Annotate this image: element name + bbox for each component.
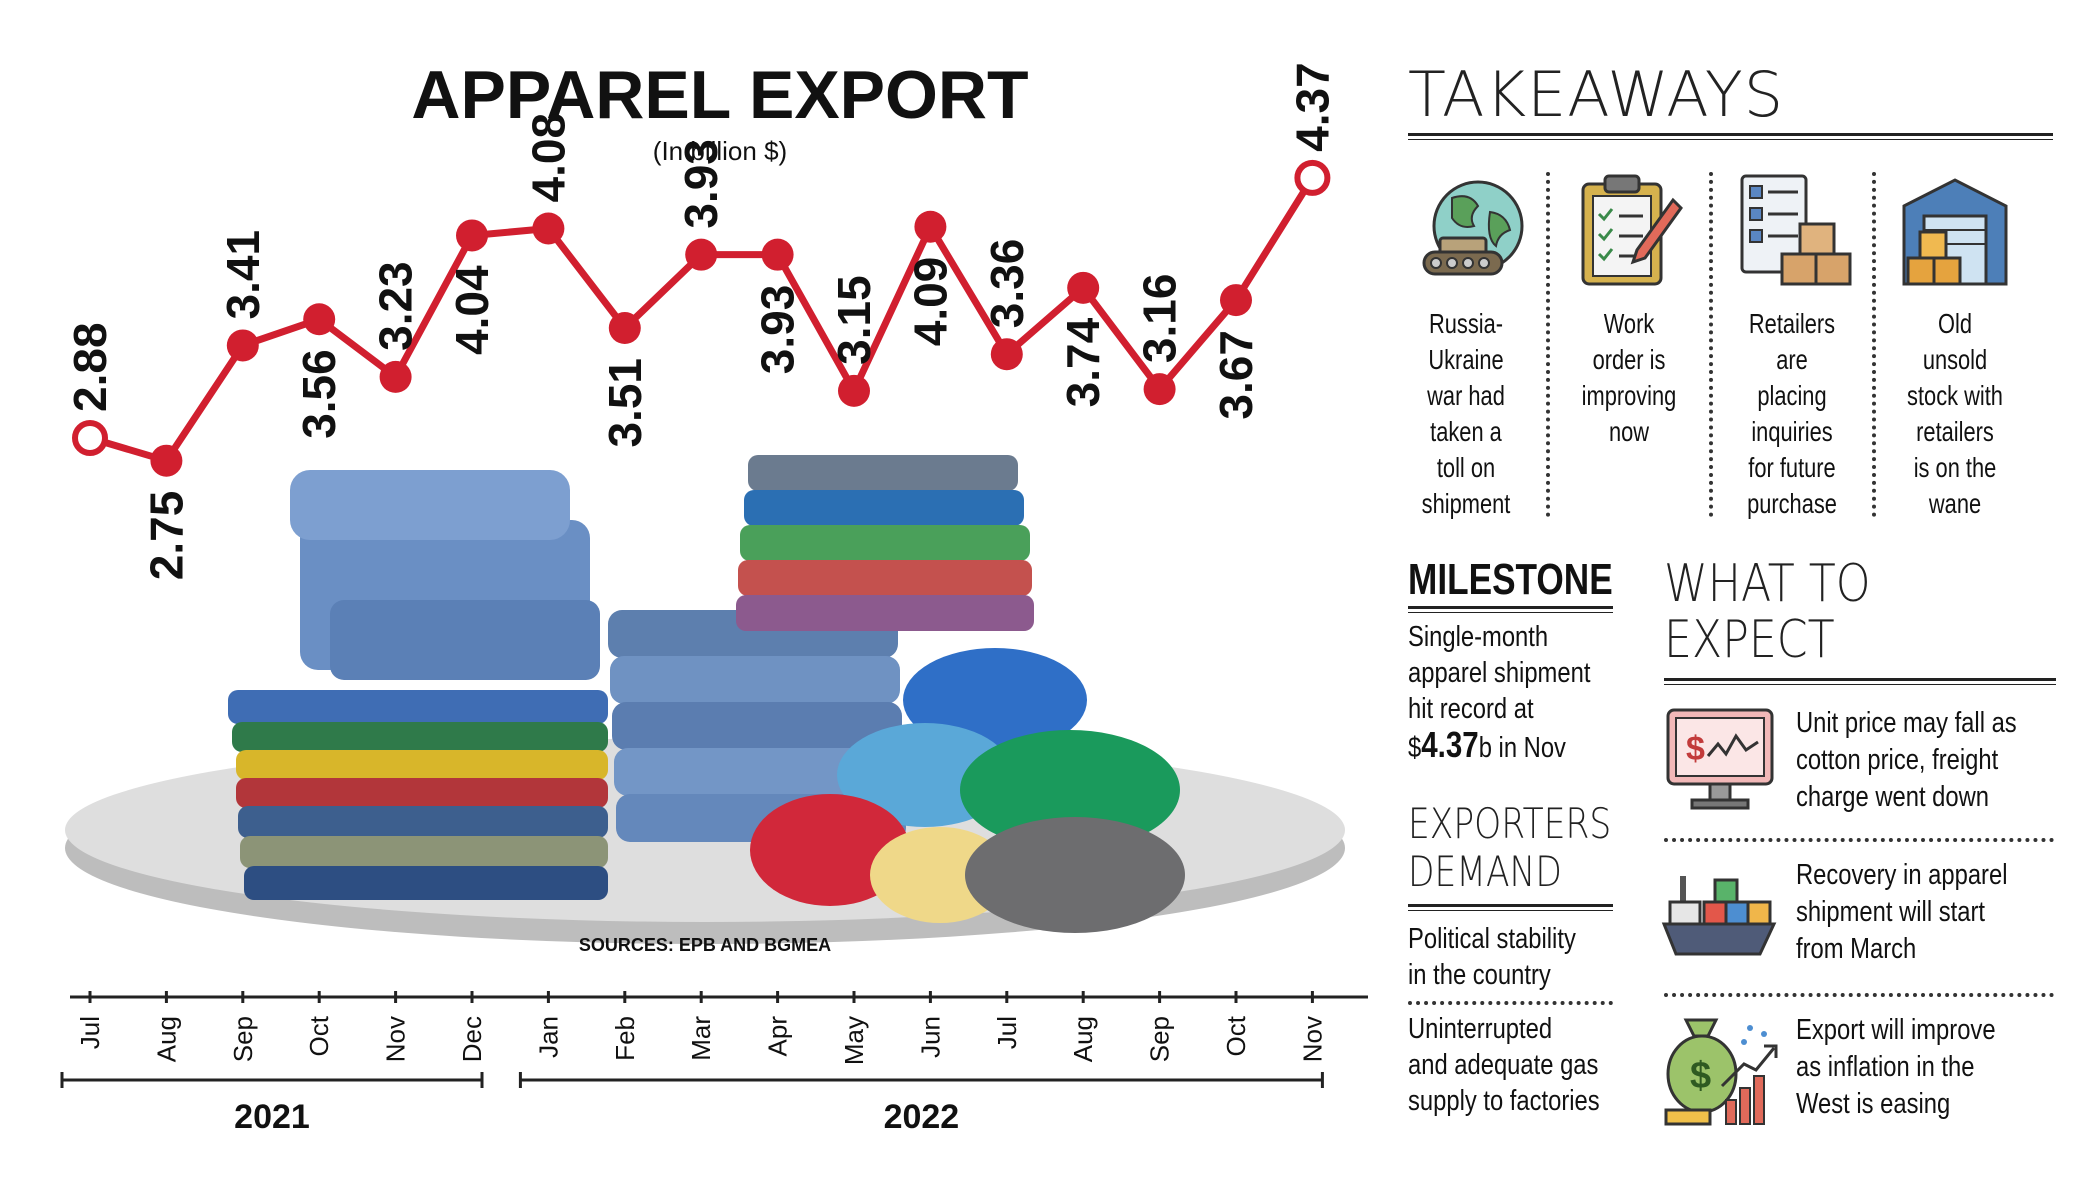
expect-item-3: Export will improve as inflation in the … [1796,1014,1996,1120]
exporters-item-1: Political stability in the country [1408,923,1576,991]
data-point [226,329,259,362]
chart-subtitle: (In billion $) [653,136,787,166]
x-tick-label: Sep [1145,1016,1175,1062]
exporters-title: EXPORTERS DEMAND [1408,799,1612,896]
data-label: 3.93 [752,285,804,375]
x-ticks: Jul Aug Sep Oct Nov Dec Jan Feb Mar Apr May Jun Jul A… [75,991,1327,1065]
cargo-ship-icon [1661,876,1777,956]
data-label: 3.16 [1134,274,1186,364]
data-point [761,238,794,271]
takeaway-2: Work order is improving now [1581,308,1677,447]
x-tick-label: Oct [304,1015,334,1056]
data-label: 3.41 [217,230,269,320]
data-point [1220,284,1252,317]
x-tick-label: Feb [610,1016,640,1061]
x-tick-label: Jun [915,1016,945,1058]
x-tick-label: Mar [686,1016,716,1061]
x-tick-label: Aug [151,1016,181,1062]
takeaways-panel: TAKEAWAYS [1408,60,2053,140]
monitor-dollar-chart-icon: $ [1666,708,1774,810]
x-tick-label: Nov [1297,1016,1327,1062]
data-label: 3.74 [1057,317,1109,407]
money-bag-growth-icon: $ [1664,1018,1778,1126]
x-tick-label: Dec [457,1016,487,1062]
data-label: 2.75 [140,491,192,581]
year-label: 2022 [884,1098,960,1136]
data-point [456,219,488,252]
clipboard-checklist-icon [1581,174,1683,286]
data-label: 3.23 [370,261,422,351]
data-point [379,360,412,393]
x-tick-label: Jul [992,1016,1022,1049]
year-label: 2021 [234,1098,310,1136]
x-tick-label: May [839,1016,869,1065]
milestone-panel: MILESTONE Single-month apparel shipment … [1408,555,1613,765]
expect-title: WHAT TO EXPECT [1664,554,1871,670]
milestone-title: MILESTONE [1408,555,1613,604]
takeaway-3: Retailers are placing inquiries for futu… [1747,308,1837,519]
data-point [914,210,947,243]
data-point [838,374,870,407]
data-labels: 2.88 2.75 3.41 3.56 3.23 4.04 4.08 3.51 3.93 3.93… [64,62,1338,580]
data-point [150,444,183,477]
exporters-item-2: Uninterrupted and adequate gas supply to… [1408,1013,1600,1117]
exporters-demand-panel: EXPORTERS DEMAND Political stability in … [1408,800,1618,1119]
milestone-record: $4.37b in Nov [1408,724,1566,765]
data-label: 3.56 [293,349,345,439]
data-label: 3.36 [981,239,1033,329]
apparel-export-chart: APPAREL EXPORT (In billion $) [60,57,1368,1136]
chart-title: APPAREL EXPORT [411,57,1028,133]
data-point [1294,159,1331,196]
data-point [303,303,336,336]
x-tick-label: Jul [75,1016,105,1049]
globe-tank-icon [1422,180,1524,276]
data-point [990,338,1023,371]
warehouse-icon [1902,178,2008,286]
data-label: 3.51 [599,358,651,448]
takeaway-4: Old unsold stock with retailers is on th… [1907,308,2003,519]
takeaway-divider [1709,172,1713,517]
x-tick-label: Oct [1221,1015,1251,1056]
checklist-boxes-icon [1740,174,1852,286]
data-label: 4.37 [1286,62,1338,152]
svg-text:$: $ [1686,730,1705,768]
takeaways-title: TAKEAWAYS [1408,58,1785,131]
series-line [72,159,1331,477]
takeaway-1: Russia- Ukraine war had taken a toll on … [1421,308,1511,519]
expect-item-2: Recovery in apparel shipment will start … [1796,859,2008,965]
data-label: 3.93 [675,139,727,229]
data-point [608,312,641,345]
svg-text:$: $ [1690,1055,1711,1097]
data-point [532,212,565,245]
expect-item-1: Unit price may fall as cotton price, fre… [1796,707,2017,813]
data-label: 3.15 [828,275,880,365]
data-label: 2.88 [64,322,116,412]
takeaway-divider [1546,172,1550,517]
chart-source: SOURCES: EPB AND BGMEA [579,935,831,955]
data-point [1143,373,1176,406]
clothing-illustration [65,455,1345,944]
data-label: 3.67 [1210,330,1262,420]
x-tick-label: Apr [763,1016,793,1057]
what-to-expect-panel: WHAT TO EXPECT [1664,556,2056,668]
x-tick-label: Jan [533,1016,563,1058]
x-tick-label: Sep [228,1016,258,1062]
data-point [685,238,718,271]
year-brackets: 2021 2022 [60,1072,1324,1136]
takeaway-divider [1872,172,1876,517]
data-label: 4.08 [522,113,574,203]
x-tick-label: Nov [381,1016,411,1062]
data-point [72,420,108,456]
data-point [1067,271,1100,304]
data-label: 4.09 [904,257,956,347]
data-label: 4.04 [446,265,498,355]
x-tick-label: Aug [1068,1016,1098,1062]
